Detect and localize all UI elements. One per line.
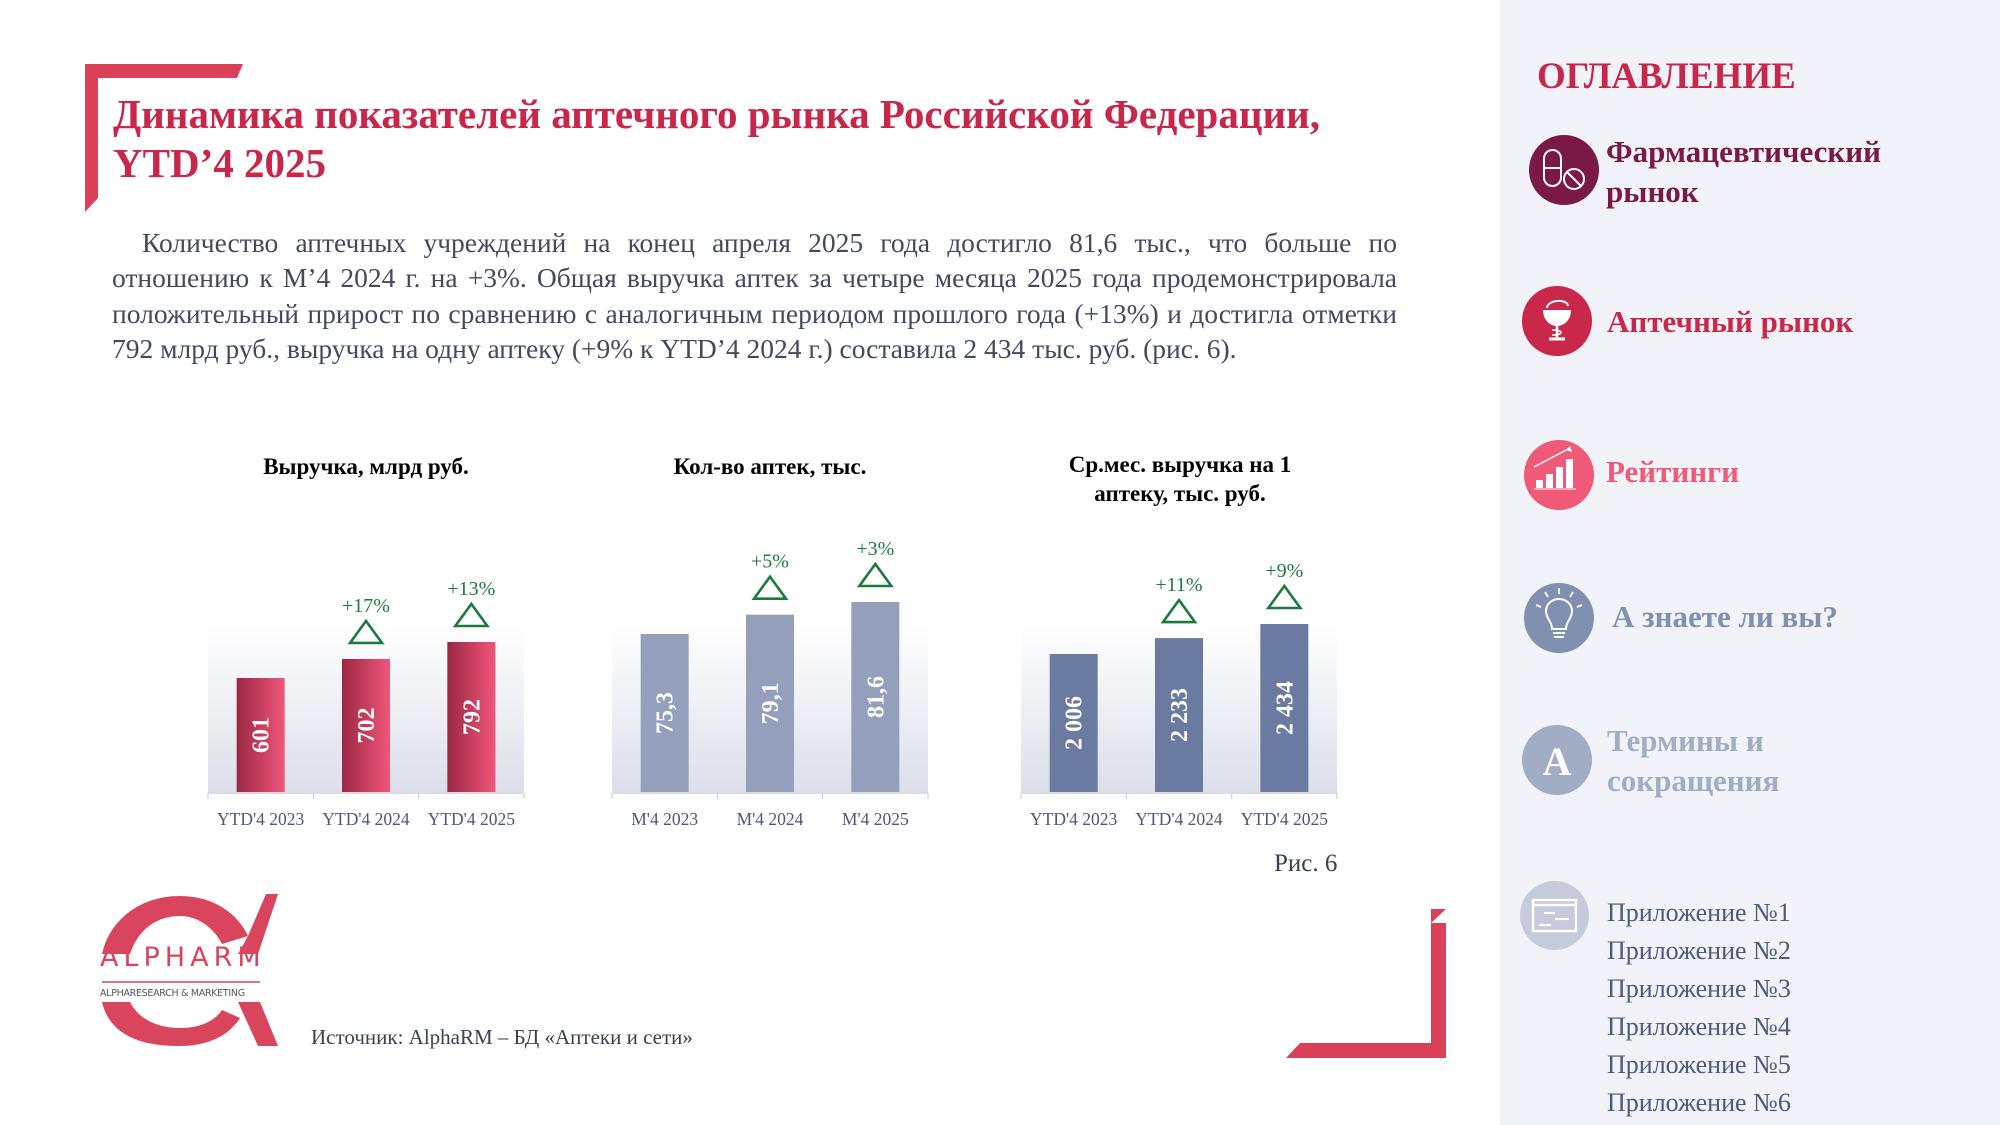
x-tick-label: M'4 2023 [631,809,698,829]
growth-triangle-icon [1265,583,1303,610]
bar-3 [1260,624,1309,792]
bar-1 [236,678,285,792]
page-title: Динамика показателей аптечного рынка Рос… [113,90,1473,188]
toc-item-terms-label[interactable]: Термины и сокращения [1607,721,1779,801]
letter-a-glyph: A [1543,739,1572,784]
bar-value-label: 2 434 [1272,681,1298,735]
toc-title: ОГЛАВЛЕНИЕ [1537,56,1796,97]
bowl-glyph [1543,300,1571,341]
toc-item-label-line1: Фармацевтический [1606,134,1881,169]
toc-item-label-line1: Аптечный рынок [1607,304,1854,339]
x-tick-label: YTD'4 2024 [322,809,409,829]
corner-bracket-bottom-right [1286,909,1446,1058]
source-note: Источник: AlphaRM – БД «Аптеки и сети» [311,1025,693,1049]
bar-value-label: 702 [354,707,380,743]
letter-a-icon: A [1522,725,1592,795]
bar-value-label: 2 233 [1167,688,1193,742]
toc-item-label-line1: Термины и [1607,723,1764,758]
x-tick-label: M'4 2025 [842,809,909,829]
toc-item-label-line2: сокращения [1607,763,1780,798]
toc-item-label-line2: рынок [1606,174,1699,209]
chart-revenue: 601 YTD'4 2023 702 YTD'4 2024 +17% 792 YTD'4 2… [207,578,525,829]
appendix-link-6[interactable]: Приложение №6 [1607,1088,1791,1117]
intro-paragraph: Количество аптечных учреждений на конец … [112,227,1397,364]
appendix-link-1[interactable]: Приложение №1 [1607,898,1791,927]
growth-label: +5% [751,551,789,573]
chart-1-title: Выручка, млрд руб. [208,452,524,481]
chart-2-title: Кол-во аптек, тыс. [612,452,928,481]
appendix-link-4[interactable]: Приложение №4 [1607,1012,1791,1041]
x-tick-label: YTD'4 2025 [1241,809,1328,829]
lightbulb-icon [1524,583,1594,653]
growth-label: +9% [1265,560,1303,582]
chart-revenue-per-pharmacy: 2 006 YTD'4 2023 2 233 YTD'4 2024 +11% 2 434 Y… [1020,560,1338,829]
lightbulb-glyph [1535,588,1583,638]
page-title-line2: YTD’4 2025 [113,140,326,186]
page-title-line1: Динамика показателей аптечного рынка Рос… [113,91,1320,137]
appendix-link-2[interactable]: Приложение №2 [1607,936,1791,965]
growth-triangle-icon [1160,597,1198,624]
growth-triangle-icon [856,561,894,588]
document-glyph [1531,898,1578,933]
toc-item-ratings-label[interactable]: Рейтинги [1606,452,1739,492]
growth-label: +11% [1155,574,1202,596]
x-tick-label: YTD'4 2023 [217,809,304,829]
toc-item-label-line1: Рейтинги [1606,454,1740,489]
bar-2 [1155,638,1203,792]
slide-main: Динамика показателей аптечного рынка Рос… [85,64,1473,1058]
alpharm-logo-mark [102,894,278,1046]
growth-triangle-icon [452,601,490,628]
appendix-link-3[interactable]: Приложение №3 [1607,974,1791,1003]
bar-value-label: 79,1 [758,682,784,724]
toc-item-did-you-know-label[interactable]: А знаете ли вы? [1612,597,1838,637]
bar-value-label: 792 [459,699,485,735]
pills-glyph [1543,149,1585,190]
chart-1-title-text: Выручка, млрд руб. [263,454,469,479]
bar-1 [640,634,689,792]
bar-3 [851,602,900,792]
x-tick-label: YTD'4 2025 [428,809,515,829]
bar-2 [342,658,390,792]
svg-text:A: A [1543,739,1572,784]
bar-value-label: 81,6 [863,676,889,718]
alpharm-logo-name: ALPHARM [100,942,266,973]
growth-chart-icon [1524,440,1594,510]
growth-label: +17% [342,595,390,617]
x-tick-label: YTD'4 2024 [1135,809,1222,829]
appendix-link-5[interactable]: Приложение №5 [1607,1050,1791,1079]
growth-chart-glyph [1533,446,1576,490]
chart-pharmacy-count: 75,3 M'4 2023 79,1 M'4 2024 +5% 81,6 M'4 2025 +… [611,540,929,829]
chart-2-title-text: Кол-во аптек, тыс. [673,454,867,479]
toc-item-pharma-market-label[interactable]: Фармацевтический рынок [1606,132,1881,212]
bar-2 [746,614,794,792]
chart-3-title-line2: аптеку, тыс. руб. [1094,481,1266,506]
x-tick-label: M'4 2024 [737,809,804,829]
bar-1 [1049,654,1098,792]
bar-value-label: 75,3 [653,692,679,734]
pharmacy-bowl-icon [1522,286,1592,356]
growth-label: +13% [447,578,495,600]
bar-value-label: 2 006 [1062,696,1088,750]
toc-item-pharmacy-market-label[interactable]: Аптечный рынок [1607,302,1853,342]
growth-label: +3% [856,540,894,560]
bar-3 [447,642,496,792]
alpharm-logo: ALPHARM ALPHARESEARCH & MARKETING [98,892,298,1052]
toc-item-label-line1: А знаете ли вы? [1612,599,1838,634]
growth-triangle-icon [347,618,385,645]
chart-3-title: Ср.мес. выручка на 1 аптеку, тыс. руб. [1000,450,1360,508]
bar-value-label: 601 [249,717,275,753]
chart-3-title-line1: Ср.мес. выручка на 1 [1068,452,1292,477]
document-icon [1520,881,1589,950]
growth-triangle-icon [751,574,789,600]
alpharm-logo-tagline: ALPHARESEARCH & MARKETING [100,988,245,999]
figure-caption: Рис. 6 [1274,850,1338,877]
x-tick-label: YTD'4 2023 [1030,809,1117,829]
pills-icon [1529,135,1599,205]
